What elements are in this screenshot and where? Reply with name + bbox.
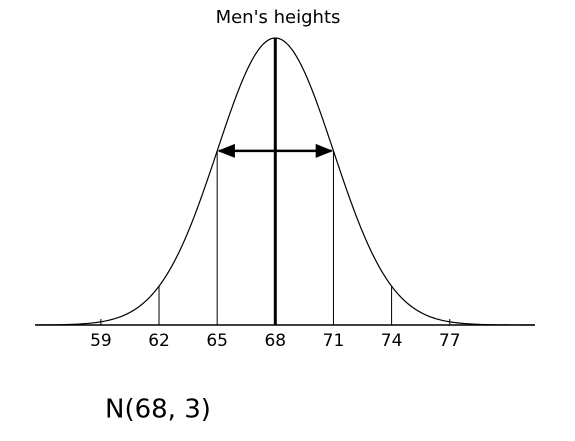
x-tick-label: 77 — [439, 331, 461, 351]
chart-title: Men's heights — [216, 7, 341, 28]
x-tick-label: 65 — [206, 331, 228, 351]
x-tick-label: 68 — [264, 331, 286, 351]
annotation: N(68, 3) — [105, 395, 211, 425]
density-curve — [35, 37, 535, 326]
x-tick-label: 71 — [323, 331, 345, 351]
x-tick-label: 74 — [381, 331, 403, 351]
x-tick-label: 62 — [148, 331, 170, 351]
x-tick-label: 59 — [90, 331, 112, 351]
